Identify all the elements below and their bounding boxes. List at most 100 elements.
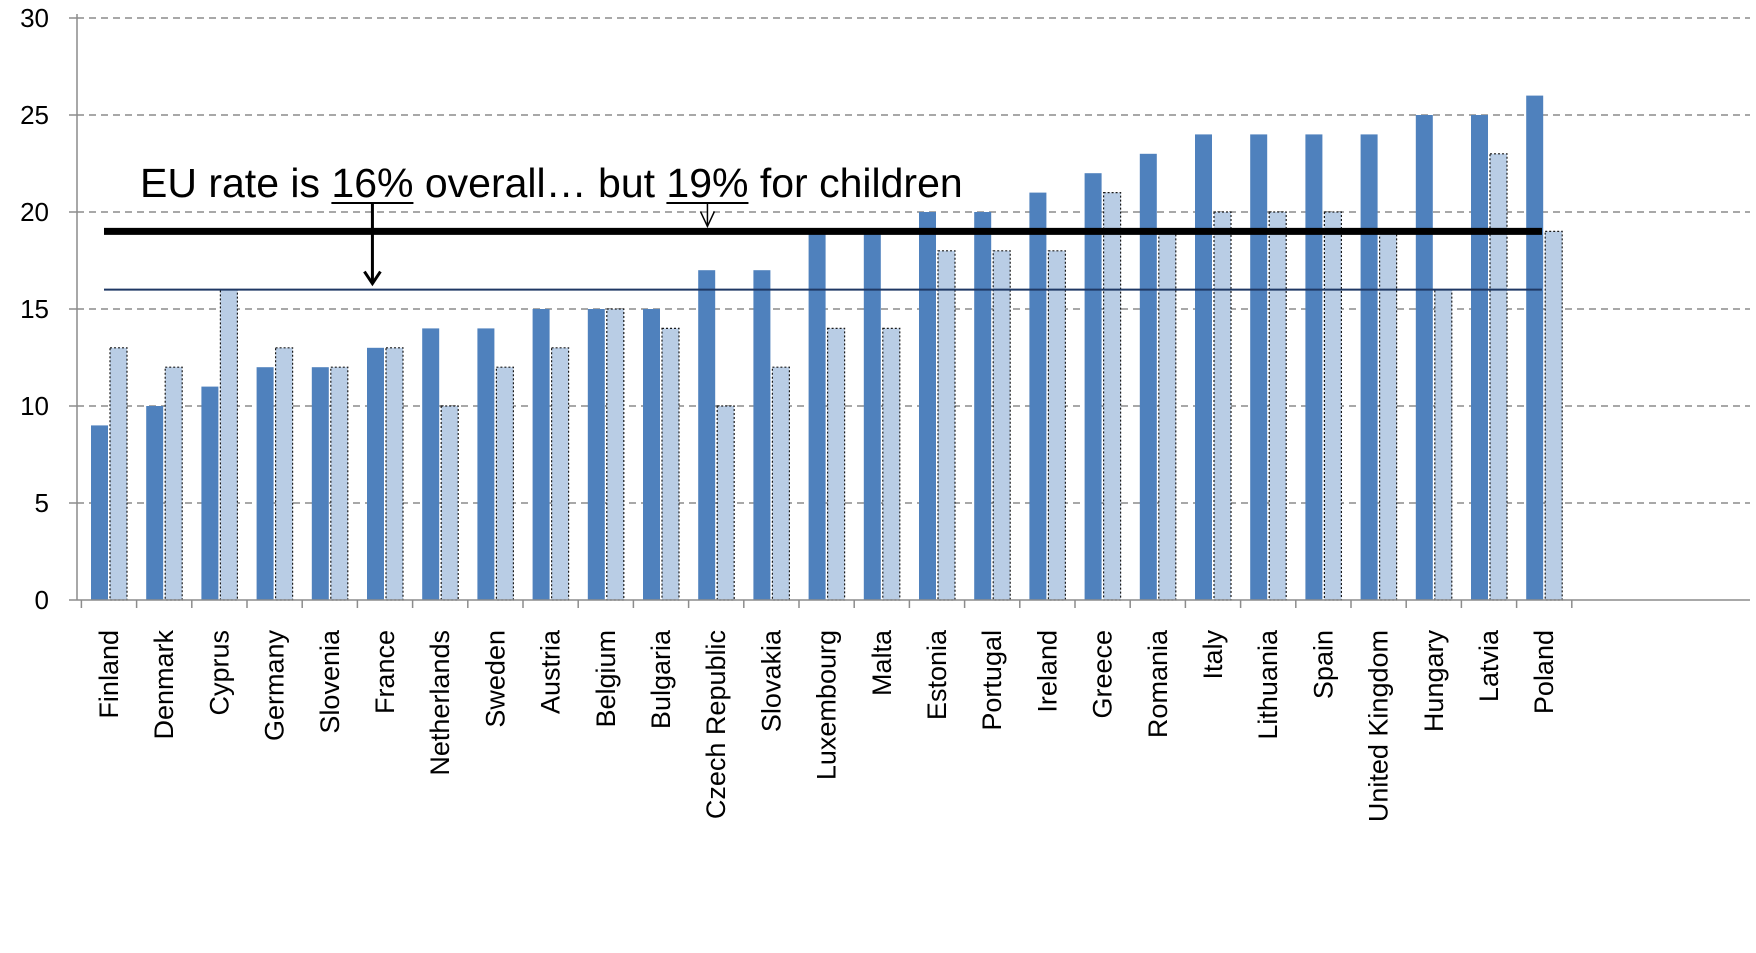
category-label: Slovakia	[756, 629, 786, 732]
bar-children	[771, 366, 791, 601]
bar-overall	[587, 309, 605, 600]
bar-overall	[256, 367, 274, 600]
category-label: Latvia	[1474, 629, 1504, 702]
bar-overall	[422, 328, 440, 600]
bar-overall	[532, 309, 550, 600]
bar-children	[1489, 153, 1508, 601]
bar-children	[1434, 289, 1453, 601]
bar-overall	[201, 386, 219, 600]
bar-children	[330, 366, 349, 601]
category-label: Sweden	[480, 630, 510, 728]
category-label: Czech Republic	[701, 630, 731, 819]
bar-overall	[698, 270, 716, 600]
bar-overall	[1526, 95, 1544, 600]
category-label: Hungary	[1419, 630, 1449, 733]
bar-children	[1158, 230, 1177, 601]
children-arrowhead	[699, 211, 716, 229]
y-tick-label: 0	[35, 585, 49, 615]
annotation-prefix: EU rate is	[140, 160, 331, 206]
axes	[69, 14, 1750, 608]
category-label: Portugal	[977, 630, 1007, 731]
y-tick-label: 5	[35, 488, 49, 518]
category-label: Ireland	[1032, 630, 1062, 713]
category-label: France	[370, 630, 400, 714]
annotation-overall-value: 16%	[331, 160, 413, 206]
bar-overall	[1195, 134, 1212, 600]
annotation-text: EU rate is 16% overall… but 19% for chil…	[140, 160, 963, 206]
overall-arrowhead	[363, 270, 382, 287]
bar-children	[1268, 211, 1287, 601]
bars	[91, 95, 1563, 601]
annotation: EU rate is 16% overall… but 19% for chil…	[140, 160, 963, 287]
bar-overall	[477, 328, 495, 600]
bar-children	[495, 366, 514, 601]
bar-overall	[863, 231, 881, 600]
bar-overall	[643, 309, 660, 600]
bar-children	[992, 250, 1011, 601]
category-label: Denmark	[149, 630, 179, 740]
category-label: Austria	[536, 629, 566, 714]
bar-children	[1323, 211, 1343, 601]
category-label: Belgium	[591, 630, 621, 728]
bar-overall	[1305, 134, 1323, 600]
bar-children	[1047, 250, 1067, 601]
bar-children	[164, 366, 183, 601]
bar-children	[440, 405, 459, 601]
category-label: Italy	[1198, 630, 1228, 680]
category-label: Finland	[94, 630, 124, 719]
y-tick-label: 20	[20, 197, 49, 227]
category-label: United Kingdom	[1364, 630, 1394, 822]
bar-overall	[753, 270, 771, 600]
annotation-children-value: 19%	[666, 160, 748, 206]
bar-overall	[1084, 173, 1102, 600]
bar-overall	[91, 425, 108, 600]
bar-children	[550, 347, 570, 601]
category-label: Lithuania	[1253, 629, 1283, 740]
bar-overall	[1250, 134, 1268, 600]
bar-children	[882, 327, 901, 601]
y-tick-label: 10	[20, 391, 49, 421]
bar-overall	[919, 212, 936, 600]
bar-children	[1544, 230, 1563, 601]
annotation-suffix: for children	[748, 160, 962, 206]
category-label: Estonia	[922, 629, 952, 720]
bar-overall	[146, 406, 164, 600]
labels: 0 5 10 15 20 25 30 Finland Denmark Cyprus Germany S…	[20, 3, 1559, 822]
category-label: Greece	[1088, 630, 1118, 719]
category-label: Malta	[867, 629, 897, 696]
category-label: Bulgaria	[646, 629, 676, 729]
bar-children	[1213, 211, 1232, 601]
bar-children	[109, 347, 128, 601]
bar-overall	[1029, 192, 1047, 600]
reference-lines	[104, 227, 1542, 291]
category-label: Slovenia	[315, 629, 345, 734]
bar-children	[937, 250, 956, 601]
y-tick-label: 25	[20, 100, 49, 130]
category-label: Poland	[1529, 630, 1559, 714]
bar-children	[275, 347, 294, 601]
annotation-middle: overall… but	[413, 160, 666, 206]
category-label: Luxembourg	[812, 630, 842, 780]
bar-children	[661, 327, 680, 601]
bar-overall	[1471, 115, 1488, 600]
bar-overall	[1139, 153, 1157, 601]
category-label: Romania	[1143, 629, 1173, 738]
category-label: Cyprus	[204, 630, 234, 716]
bar-children	[1102, 192, 1122, 601]
bar-children	[1378, 230, 1398, 601]
y-tick-label: 15	[20, 294, 49, 324]
bar-overall	[311, 367, 329, 600]
category-label: Spain	[1308, 630, 1338, 699]
bar-children	[826, 327, 846, 601]
bar-overall	[808, 231, 826, 600]
bar-children	[219, 289, 238, 601]
y-tick-label: 30	[20, 3, 49, 33]
bar-children	[606, 308, 625, 601]
bar-children	[385, 347, 404, 601]
category-label: Germany	[260, 630, 290, 742]
bar-children	[716, 405, 735, 601]
bar-overall	[974, 212, 992, 600]
category-label: Netherlands	[425, 630, 455, 776]
bar-overall	[367, 347, 384, 600]
